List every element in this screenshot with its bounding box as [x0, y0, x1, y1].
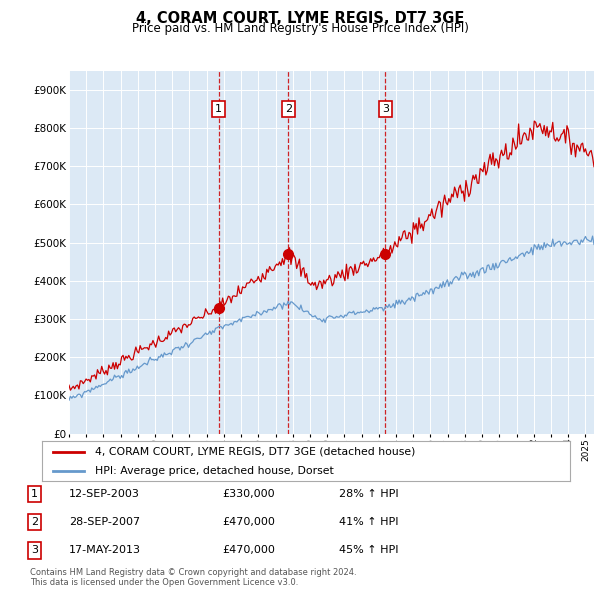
- Text: £470,000: £470,000: [222, 517, 275, 527]
- Text: 2: 2: [31, 517, 38, 527]
- Text: 28% ↑ HPI: 28% ↑ HPI: [339, 489, 398, 499]
- Text: 17-MAY-2013: 17-MAY-2013: [69, 546, 141, 555]
- Text: 1: 1: [31, 489, 38, 499]
- Text: 12-SEP-2003: 12-SEP-2003: [69, 489, 140, 499]
- Text: 45% ↑ HPI: 45% ↑ HPI: [339, 546, 398, 555]
- Text: 4, CORAM COURT, LYME REGIS, DT7 3GE: 4, CORAM COURT, LYME REGIS, DT7 3GE: [136, 11, 464, 25]
- Text: 3: 3: [382, 104, 389, 114]
- Text: 28-SEP-2007: 28-SEP-2007: [69, 517, 140, 527]
- Text: £330,000: £330,000: [222, 489, 275, 499]
- Text: Contains HM Land Registry data © Crown copyright and database right 2024.
This d: Contains HM Land Registry data © Crown c…: [30, 568, 356, 587]
- Text: 41% ↑ HPI: 41% ↑ HPI: [339, 517, 398, 527]
- Text: £470,000: £470,000: [222, 546, 275, 555]
- Text: HPI: Average price, detached house, Dorset: HPI: Average price, detached house, Dors…: [95, 466, 334, 476]
- Text: 2: 2: [285, 104, 292, 114]
- Text: 3: 3: [31, 546, 38, 555]
- Text: 1: 1: [215, 104, 222, 114]
- Text: 4, CORAM COURT, LYME REGIS, DT7 3GE (detached house): 4, CORAM COURT, LYME REGIS, DT7 3GE (det…: [95, 447, 415, 457]
- Text: Price paid vs. HM Land Registry's House Price Index (HPI): Price paid vs. HM Land Registry's House …: [131, 22, 469, 35]
